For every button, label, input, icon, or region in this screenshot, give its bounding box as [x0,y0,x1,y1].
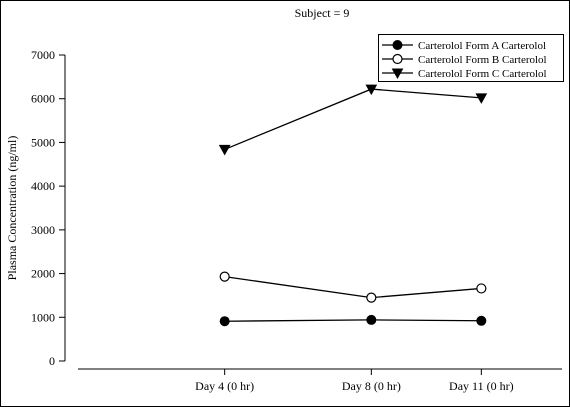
data-point [219,316,230,327]
y-tick-label: 3000 [31,223,55,237]
legend-label: Carterolol Form A Carterolol [418,40,546,52]
plot-series [218,84,488,327]
data-point [218,144,231,156]
data-point [476,315,487,326]
legend-marker [392,40,403,50]
y-axis-label: Plasma Concentration (ng/ml) [5,136,19,281]
x-tick-label: Day 8 (0 hr) [342,379,401,393]
legend-item: Carterolol Form C Carterolol [382,68,547,80]
legend-marker [392,53,403,65]
series-2 [219,271,487,303]
legend-label: Carterolol Form B Carterolol [418,54,547,66]
y-tick-label: 0 [49,354,55,368]
data-point [366,292,377,303]
data-point [219,271,230,282]
data-point [365,84,378,96]
legend-box [378,34,564,82]
y-tick-label: 4000 [31,179,55,193]
y-axis-ticks: 0 1000 2000 3000 4000 5000 6000 7000 [31,48,65,368]
x-tick-label: Day 4 (0 hr) [195,379,254,393]
legend-items: Carterolol Form A Carterolol Carterolol F… [382,40,547,80]
x-axis-ticks: Day 4 (0 hr) Day 8 (0 hr) Day 11 (0 hr) [195,369,514,393]
series-3 [218,84,488,156]
y-tick-label: 5000 [31,135,55,149]
series-1 [219,314,487,327]
legend: Carterolol Form A Carterolol Carterolol F… [378,34,564,82]
y-tick-label: 7000 [31,48,55,62]
legend-marker [391,68,404,80]
x-tick-label: Day 11 (0 hr) [449,379,514,393]
y-tick-label: 1000 [31,310,55,324]
y-tick-label: 2000 [31,267,55,281]
legend-item: Carterolol Form B Carterolol [382,53,547,66]
data-point [475,93,488,104]
legend-item: Carterolol Form A Carterolol [382,40,546,52]
data-point [476,283,487,294]
chart-title: Subject = 9 [295,6,350,20]
legend-label: Carterolol Form C Carterolol [418,68,547,80]
y-tick-label: 6000 [31,92,55,106]
data-point [366,314,377,325]
